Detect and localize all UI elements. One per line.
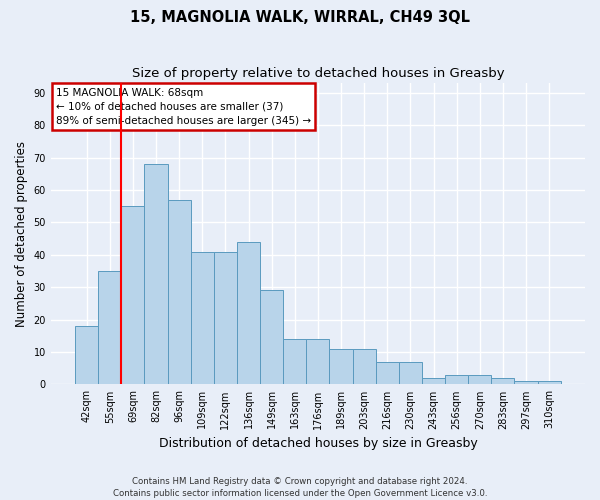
- Bar: [329, 349, 353, 384]
- X-axis label: Distribution of detached houses by size in Greasby: Distribution of detached houses by size …: [158, 437, 477, 450]
- Bar: [538, 381, 561, 384]
- Bar: [191, 252, 214, 384]
- Bar: [75, 326, 98, 384]
- Title: Size of property relative to detached houses in Greasby: Size of property relative to detached ho…: [131, 68, 504, 80]
- Text: 15, MAGNOLIA WALK, WIRRAL, CH49 3QL: 15, MAGNOLIA WALK, WIRRAL, CH49 3QL: [130, 10, 470, 25]
- Bar: [491, 378, 514, 384]
- Bar: [468, 374, 491, 384]
- Text: 15 MAGNOLIA WALK: 68sqm
← 10% of detached houses are smaller (37)
89% of semi-de: 15 MAGNOLIA WALK: 68sqm ← 10% of detache…: [56, 88, 311, 126]
- Y-axis label: Number of detached properties: Number of detached properties: [15, 140, 28, 326]
- Bar: [399, 362, 422, 384]
- Text: Contains HM Land Registry data © Crown copyright and database right 2024.
Contai: Contains HM Land Registry data © Crown c…: [113, 476, 487, 498]
- Bar: [167, 200, 191, 384]
- Bar: [422, 378, 445, 384]
- Bar: [353, 349, 376, 384]
- Bar: [237, 242, 260, 384]
- Bar: [307, 339, 329, 384]
- Bar: [260, 290, 283, 384]
- Bar: [376, 362, 399, 384]
- Bar: [121, 206, 145, 384]
- Bar: [214, 252, 237, 384]
- Bar: [445, 374, 468, 384]
- Bar: [514, 381, 538, 384]
- Bar: [145, 164, 167, 384]
- Bar: [283, 339, 307, 384]
- Bar: [98, 271, 121, 384]
